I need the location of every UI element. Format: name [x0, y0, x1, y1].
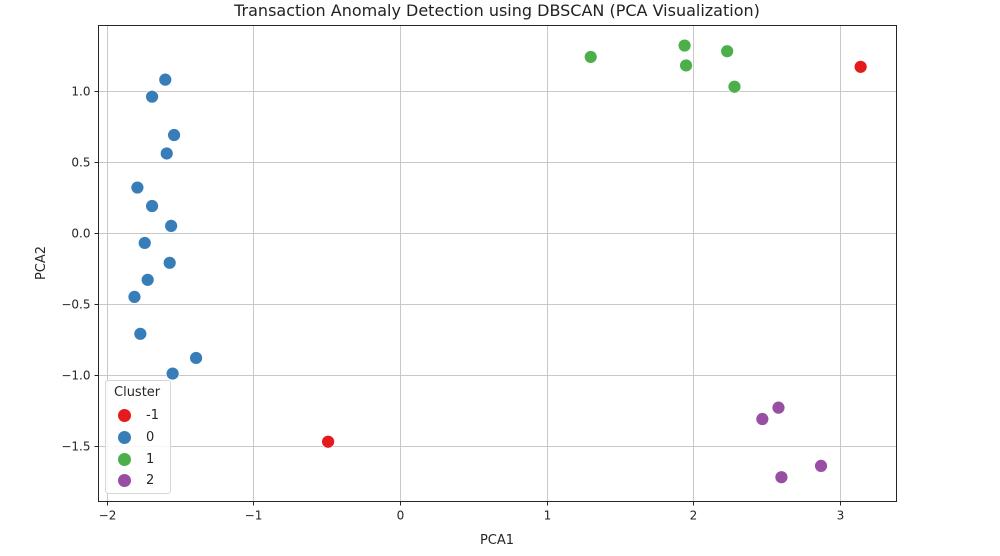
- plot-frame: [98, 25, 897, 502]
- legend-marker-icon: [118, 431, 131, 444]
- data-point-cluster-0: [158, 72, 173, 87]
- data-point-cluster-1: [727, 79, 742, 94]
- data-point-cluster-1: [720, 44, 735, 59]
- legend-marker-icon: [118, 409, 131, 422]
- data-point-cluster-0: [137, 236, 152, 250]
- data-point-cluster-2: [814, 458, 828, 473]
- y-axis-label: PCA2: [34, 246, 49, 280]
- legend-label: 2: [146, 473, 155, 488]
- data-point-cluster-0: [145, 199, 159, 213]
- data-points: [127, 38, 868, 485]
- data-point-cluster-0: [127, 289, 142, 304]
- data-point-cluster--1: [321, 434, 336, 449]
- y-tick-label: −1.5: [61, 440, 90, 454]
- legend-label: -1: [146, 408, 159, 423]
- y-tick-label: 0.0: [71, 227, 90, 241]
- data-point-cluster-2: [774, 470, 789, 485]
- x-tick-label: 3: [837, 509, 845, 523]
- data-point-cluster-2: [771, 400, 786, 415]
- x-tick-label: 2: [690, 509, 698, 523]
- data-point-cluster-1: [583, 50, 598, 64]
- data-point-cluster--1: [853, 59, 868, 74]
- data-point-cluster-0: [145, 89, 159, 104]
- x-tick-label: −2: [99, 509, 117, 523]
- grid-lines: [98, 25, 897, 502]
- y-axis-ticks: 1.0 0.5 0.0 −0.5 −1.0 −1.5: [61, 85, 99, 454]
- data-point-cluster-1: [679, 58, 693, 73]
- y-tick-label: 1.0: [71, 85, 90, 99]
- y-tick-label: −1.0: [61, 369, 90, 383]
- legend-label: 1: [146, 452, 155, 467]
- data-point-cluster-1: [677, 38, 692, 53]
- data-point-cluster-2: [755, 412, 770, 426]
- data-point-cluster-0: [140, 272, 155, 287]
- x-tick-label: −1: [245, 509, 263, 523]
- x-tick-label: 0: [397, 509, 405, 523]
- legend-marker-icon: [118, 453, 131, 466]
- data-point-cluster-0: [165, 366, 180, 381]
- legend-item-cluster-2: 2: [118, 472, 170, 490]
- legend-title: Cluster: [114, 385, 161, 400]
- x-axis-ticks: −2 −1 0 1 2 3: [99, 501, 845, 523]
- data-point-cluster-0: [159, 146, 174, 161]
- legend: Cluster -1 0 1 2: [105, 380, 171, 494]
- chart-title: Transaction Anomaly Detection using DBSC…: [234, 1, 760, 20]
- data-point-cluster-0: [167, 128, 181, 142]
- y-tick-label: 0.5: [71, 156, 90, 170]
- data-point-cluster-0: [162, 255, 177, 270]
- data-point-cluster-0: [164, 218, 179, 233]
- legend-item-cluster-0: 0: [118, 429, 170, 447]
- legend-item-noise: -1: [118, 407, 170, 425]
- data-point-cluster-0: [189, 351, 203, 365]
- y-tick-label: −0.5: [61, 298, 90, 312]
- data-point-cluster-0: [130, 180, 145, 195]
- legend-item-cluster-1: 1: [118, 451, 170, 469]
- data-point-cluster-0: [133, 326, 148, 341]
- legend-label: 0: [146, 430, 155, 445]
- x-tick-label: 1: [544, 509, 552, 523]
- x-axis-label: PCA1: [480, 533, 514, 548]
- legend-marker-icon: [118, 474, 131, 487]
